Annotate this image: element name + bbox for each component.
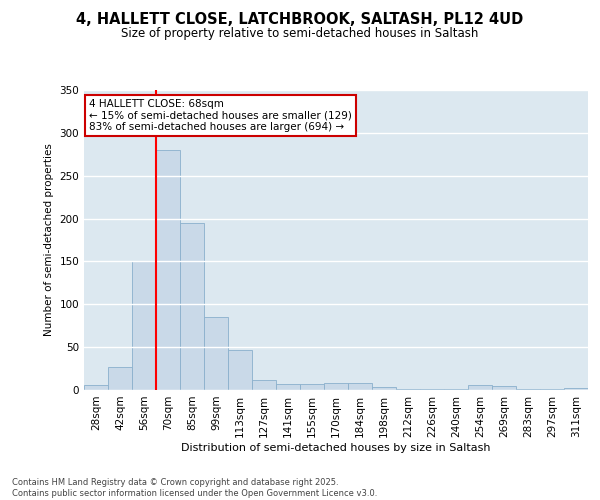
Bar (564, 388, 588, 390)
Bar (180, 223, 204, 390)
Bar (84, 385, 108, 390)
Bar (420, 389, 444, 390)
Bar (540, 389, 564, 390)
Y-axis label: Number of semi-detached properties: Number of semi-detached properties (44, 144, 54, 336)
X-axis label: Distribution of semi-detached houses by size in Saltash: Distribution of semi-detached houses by … (181, 442, 491, 452)
Bar (348, 383, 372, 390)
Bar (204, 317, 228, 390)
Bar (372, 388, 396, 390)
Bar (516, 389, 540, 390)
Text: Size of property relative to semi-detached houses in Saltash: Size of property relative to semi-detach… (121, 28, 479, 40)
Bar (444, 389, 468, 390)
Bar (108, 367, 132, 390)
Text: Contains HM Land Registry data © Crown copyright and database right 2025.
Contai: Contains HM Land Registry data © Crown c… (12, 478, 377, 498)
Text: 4 HALLETT CLOSE: 68sqm
← 15% of semi-detached houses are smaller (129)
83% of se: 4 HALLETT CLOSE: 68sqm ← 15% of semi-det… (89, 99, 352, 132)
Bar (468, 385, 492, 390)
Bar (300, 384, 324, 390)
Bar (252, 380, 276, 390)
Bar (492, 386, 516, 390)
Bar (396, 389, 420, 390)
Bar (276, 384, 300, 390)
Bar (324, 383, 348, 390)
Bar (228, 350, 252, 390)
Bar (156, 150, 180, 390)
Bar (132, 262, 156, 390)
Text: 4, HALLETT CLOSE, LATCHBROOK, SALTASH, PL12 4UD: 4, HALLETT CLOSE, LATCHBROOK, SALTASH, P… (76, 12, 524, 28)
